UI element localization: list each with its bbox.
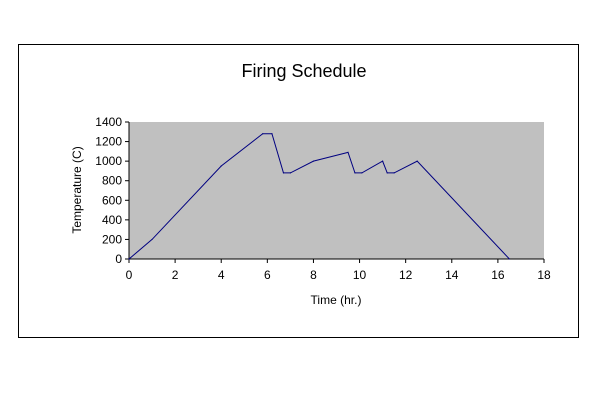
data-point — [271, 133, 273, 135]
data-point — [393, 172, 395, 174]
y-tick-label: 600 — [102, 193, 122, 207]
x-tick-label: 10 — [353, 268, 367, 282]
data-point — [289, 172, 291, 174]
y-tick-label: 0 — [115, 252, 122, 266]
y-tick-label: 200 — [102, 232, 122, 246]
data-point — [416, 160, 418, 162]
x-tick-label: 4 — [218, 268, 225, 282]
series-line-0 — [128, 133, 510, 260]
x-tick-label: 14 — [445, 268, 459, 282]
x-tick-label: 6 — [264, 268, 271, 282]
data-point — [508, 258, 511, 260]
data-point — [361, 172, 363, 174]
x-tick-label: 0 — [126, 268, 133, 282]
data-point — [386, 172, 388, 174]
data-point — [354, 172, 356, 174]
y-tick-label: 1200 — [95, 135, 122, 149]
x-tick-label: 12 — [399, 268, 413, 282]
data-point — [220, 165, 222, 167]
x-tick-label: 18 — [537, 268, 551, 282]
chart: Firing Schedule 020040060080010001200140… — [70, 61, 551, 307]
data-point — [312, 160, 315, 162]
y-axis-label: Temperature (C) — [70, 146, 84, 233]
data-point — [262, 133, 264, 135]
x-tick-label: 2 — [172, 268, 179, 282]
chart-frame: Firing Schedule 0 200 400 600 800 1000 1200 140… — [18, 44, 579, 338]
y-axis-ticks: 0 200 400 600 800 1000 1200 1400 — [95, 115, 129, 266]
x-axis-label: Time (hr.) — [311, 293, 362, 307]
data-point — [128, 258, 130, 260]
y-tick-label: 400 — [102, 213, 122, 227]
data-point — [151, 238, 153, 241]
series-layer — [128, 133, 511, 260]
x-tick-label: 16 — [491, 268, 505, 282]
data-point — [282, 172, 285, 174]
chart-title: Firing Schedule — [241, 61, 366, 81]
x-tick-label: 8 — [310, 268, 317, 282]
data-point — [347, 151, 349, 153]
x-axis-ticks: 0 2 4 6 8 10 12 14 16 18 — [126, 259, 551, 282]
y-tick-label: 800 — [102, 174, 122, 188]
y-tick-label: 1400 — [95, 115, 122, 129]
plot-area — [129, 122, 544, 259]
data-point — [382, 160, 384, 162]
y-tick-label: 1000 — [95, 154, 122, 168]
